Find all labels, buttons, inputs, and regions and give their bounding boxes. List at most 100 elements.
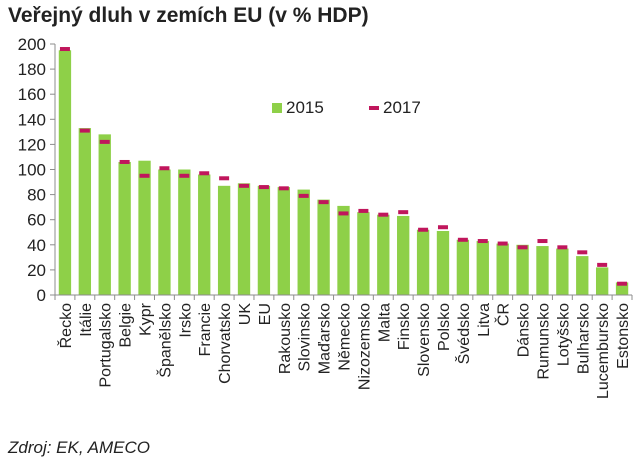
bar-2015 [496, 243, 509, 295]
x-tick-label: Chorvatsko [217, 303, 234, 384]
x-tick-label: Německo [337, 303, 354, 371]
x-axis: Řecko Itálie Portugalsko Belgie Kypr Španělsk… [54, 294, 633, 399]
x-tick-label: Itálie [78, 303, 95, 337]
marker-2017 [418, 227, 429, 232]
bar-2015 [576, 256, 589, 295]
marker-2017 [139, 173, 150, 178]
marker-2017 [557, 245, 568, 250]
bar-2015 [476, 241, 489, 295]
x-tick-label: Lotyšsko [555, 303, 572, 366]
x-tick-label: Malta [376, 303, 393, 342]
marker-2017 [79, 128, 90, 133]
x-tick-label: EU [257, 303, 274, 325]
y-tick-label: 180 [18, 60, 46, 79]
marker-2017 [199, 171, 210, 176]
legend-swatch-2015 [272, 103, 282, 113]
legend: 2015 2017 [272, 98, 421, 117]
bar-2015 [536, 246, 549, 295]
bar-2015 [516, 244, 529, 295]
bar-2015 [58, 50, 72, 296]
marker-2017 [437, 225, 448, 230]
x-tick-label: Rakousko [277, 303, 294, 374]
x-tick-label: Lucembursko [595, 303, 612, 399]
x-tick-label: Nizozemsko [356, 303, 373, 390]
y-tick-label: 100 [18, 161, 46, 180]
x-tick-label: Estonsko [615, 303, 632, 369]
bar-2015 [317, 199, 330, 295]
bar-2015 [436, 230, 450, 295]
legend-label-2015: 2015 [286, 98, 324, 117]
marker-2017 [497, 241, 508, 246]
x-tick-label: Portugalsko [98, 303, 115, 388]
bar-2015 [118, 161, 131, 295]
bar-2015 [556, 248, 569, 295]
chart-title: Veřejný dluh v zemích EU (v % HDP) [8, 4, 369, 27]
marker-2017 [457, 237, 468, 242]
marker-2017 [159, 166, 170, 171]
x-tick-label: Rumunsko [535, 303, 552, 380]
marker-2017 [258, 185, 269, 190]
x-tick-label: Francie [197, 303, 214, 356]
bar-2015 [297, 189, 310, 295]
markers-2017 [59, 47, 628, 286]
marker-2017 [577, 250, 588, 255]
marker-2017 [278, 186, 289, 191]
x-tick-label: Polsko [436, 303, 453, 351]
legend-swatch-2017 [369, 106, 379, 110]
bar-2015 [198, 174, 211, 295]
marker-2017 [338, 211, 349, 216]
marker-2017 [119, 159, 130, 164]
bar-2015 [98, 134, 111, 295]
bars-2015 [58, 50, 629, 296]
marker-2017 [597, 262, 608, 267]
x-tick-label: UK [237, 303, 254, 326]
x-tick-label: Švédsko [454, 303, 473, 364]
x-tick-label: Irsko [177, 303, 194, 338]
marker-2017 [358, 208, 369, 213]
y-tick-label: 0 [37, 286, 46, 305]
bar-2015 [257, 185, 271, 295]
bar-2015 [178, 169, 191, 295]
x-tick-label: Slovensko [416, 303, 433, 377]
marker-2017 [99, 139, 110, 144]
bar-2015 [595, 267, 609, 295]
marker-2017 [298, 193, 309, 198]
bar-2015 [138, 160, 151, 295]
bar-2015 [357, 212, 370, 295]
y-tick-label: 40 [27, 236, 46, 255]
y-tick-label: 120 [18, 135, 46, 154]
x-tick-label: Dánsko [516, 303, 533, 357]
bar-2015 [337, 205, 350, 295]
y-tick-label: 80 [27, 186, 46, 205]
bar-2015 [277, 187, 290, 295]
bar-2015 [78, 128, 92, 295]
bar-2015 [158, 169, 171, 295]
y-tick-label: 200 [18, 35, 46, 54]
x-tick-label: ČR [494, 303, 513, 326]
marker-2017 [517, 245, 528, 250]
x-tick-label: Finsko [396, 303, 413, 350]
bar-2015 [416, 229, 430, 295]
marker-2017 [617, 281, 628, 286]
x-tick-label: Belgie [118, 303, 135, 348]
x-tick-label: Kypr [138, 302, 155, 336]
legend-label-2017: 2017 [383, 98, 421, 117]
x-tick-label: Maďarsko [317, 303, 334, 374]
y-tick-label: 160 [18, 85, 46, 104]
y-tick-label: 60 [27, 211, 46, 230]
marker-2017 [537, 239, 548, 244]
x-tick-label: Bulharsko [575, 303, 592, 374]
x-tick-label: Slovinsko [297, 303, 314, 372]
marker-2017 [398, 210, 409, 215]
marker-2017 [59, 47, 70, 52]
marker-2017 [318, 200, 329, 205]
marker-2017 [378, 212, 389, 217]
bar-2015 [377, 214, 390, 295]
marker-2017 [179, 173, 190, 178]
x-tick-label: Litva [476, 303, 493, 337]
bar-2015 [237, 183, 251, 295]
bar-2015 [456, 239, 470, 295]
source-note: Zdroj: EK, AMECO [8, 438, 151, 457]
bar-2015 [397, 215, 410, 295]
